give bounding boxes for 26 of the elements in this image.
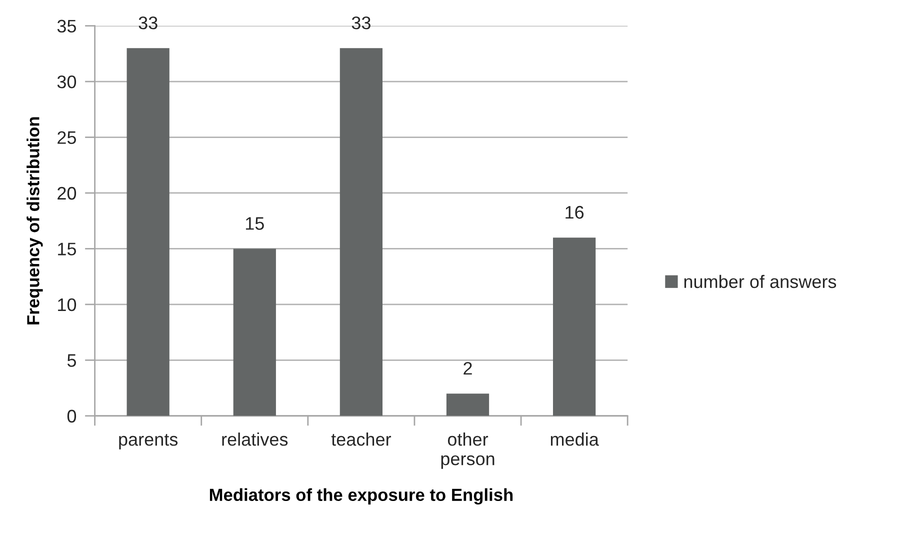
y-tick-label: 35 (57, 20, 76, 33)
x-tick-label: teacher (331, 432, 392, 446)
y-axis-title: Frequency of distribution (26, 117, 43, 324)
y-tick-label: 10 (58, 298, 76, 312)
y-tick-label: 20 (58, 186, 76, 200)
y-tick-label: 5 (67, 354, 76, 367)
y-tick-label: 30 (57, 75, 76, 88)
legend-label: number of answers (684, 274, 836, 288)
x-tick-label: media (550, 432, 599, 446)
bar (126, 48, 170, 416)
bar (552, 238, 596, 416)
data-label: 33 (352, 16, 370, 30)
data-label: 33 (138, 16, 158, 30)
y-tick-label: 25 (58, 131, 76, 144)
data-label: 15 (246, 217, 264, 230)
bar (340, 48, 383, 416)
y-tick-label: 15 (58, 242, 76, 256)
x-axis-title: Mediators of the exposure to English (210, 488, 513, 505)
bar (233, 248, 276, 416)
x-tick-label: other person (441, 432, 494, 469)
bar (446, 394, 490, 416)
data-label: 2 (464, 362, 472, 375)
x-tick-label: relatives (222, 432, 288, 446)
x-tick-label: parents (119, 434, 178, 450)
data-label: 16 (566, 206, 584, 219)
y-tick-label: 0 (67, 410, 76, 423)
